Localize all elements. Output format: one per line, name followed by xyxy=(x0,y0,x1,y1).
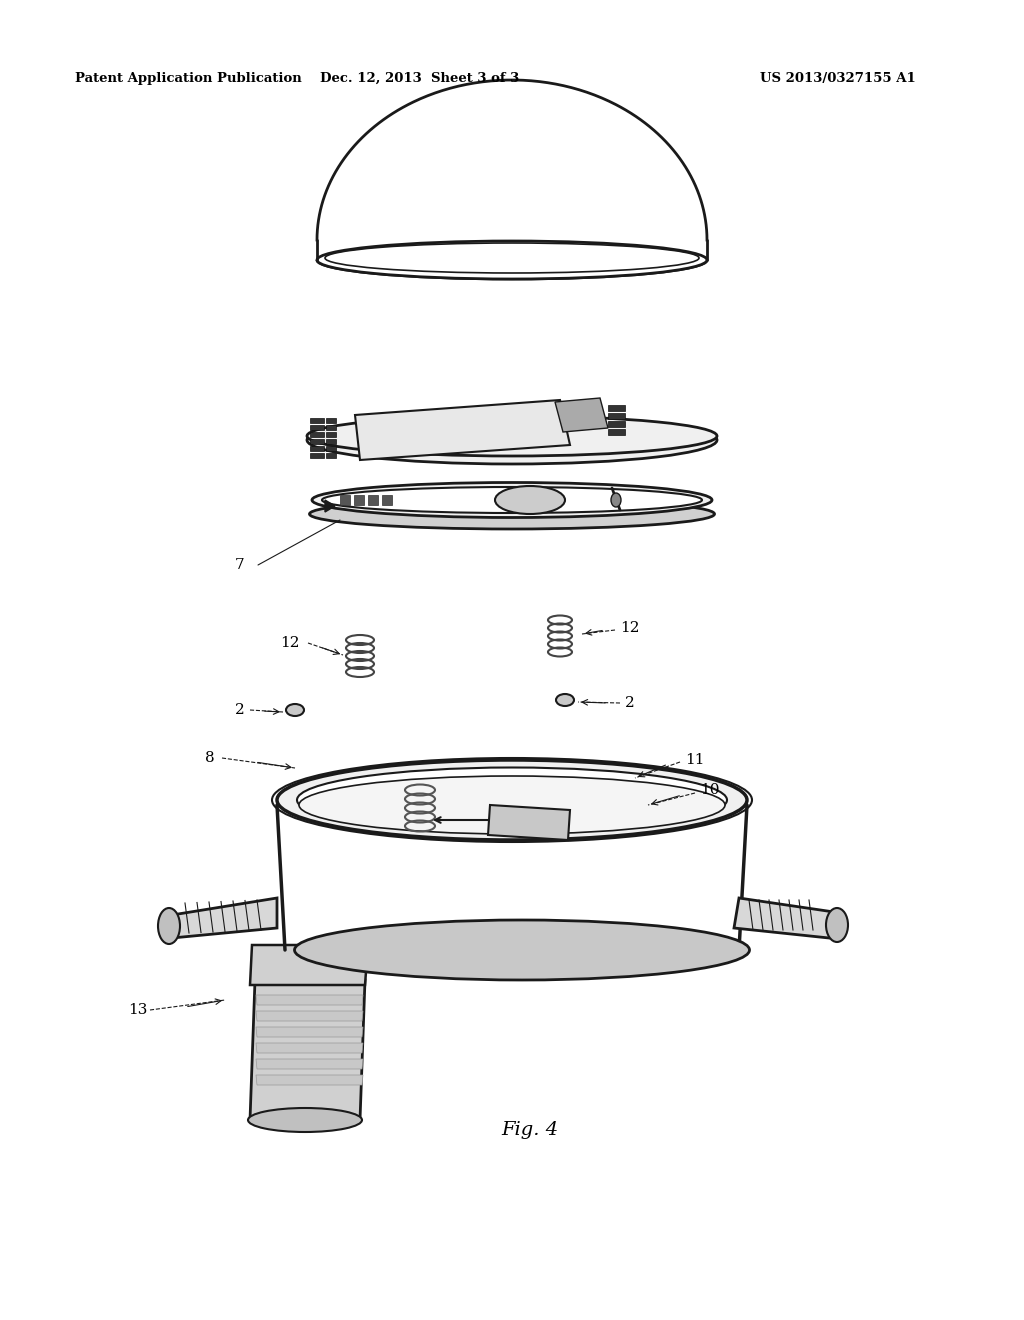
Polygon shape xyxy=(256,1027,362,1038)
Polygon shape xyxy=(608,429,625,436)
Polygon shape xyxy=(256,1059,362,1069)
Polygon shape xyxy=(312,70,712,260)
Polygon shape xyxy=(250,979,365,1119)
Ellipse shape xyxy=(307,416,717,455)
Text: 2: 2 xyxy=(236,704,245,717)
Polygon shape xyxy=(310,432,324,437)
Ellipse shape xyxy=(278,760,746,840)
Text: Patent Application Publication: Patent Application Publication xyxy=(75,73,302,84)
Polygon shape xyxy=(250,945,368,985)
Polygon shape xyxy=(310,418,324,422)
Text: 10: 10 xyxy=(700,783,720,797)
Polygon shape xyxy=(326,418,336,422)
Ellipse shape xyxy=(317,242,707,279)
Text: Fig. 4: Fig. 4 xyxy=(502,1121,558,1139)
Polygon shape xyxy=(488,805,570,840)
Ellipse shape xyxy=(322,487,702,513)
Polygon shape xyxy=(317,81,707,240)
Text: 13: 13 xyxy=(129,1003,148,1016)
Text: 8: 8 xyxy=(206,751,215,766)
Polygon shape xyxy=(734,898,834,939)
Polygon shape xyxy=(310,440,324,444)
Text: 2: 2 xyxy=(625,696,635,710)
Text: 12: 12 xyxy=(620,620,640,635)
Polygon shape xyxy=(325,500,335,512)
Polygon shape xyxy=(326,446,336,451)
Polygon shape xyxy=(382,495,392,506)
Polygon shape xyxy=(608,421,625,426)
Ellipse shape xyxy=(248,1107,362,1133)
Ellipse shape xyxy=(297,767,727,833)
Polygon shape xyxy=(608,413,625,418)
Polygon shape xyxy=(340,495,350,506)
Ellipse shape xyxy=(295,920,750,979)
Polygon shape xyxy=(555,399,608,432)
Polygon shape xyxy=(326,453,336,458)
Polygon shape xyxy=(256,995,362,1005)
Polygon shape xyxy=(326,440,336,444)
Text: US 2013/0327155 A1: US 2013/0327155 A1 xyxy=(760,73,915,84)
Ellipse shape xyxy=(312,483,712,517)
Polygon shape xyxy=(256,1011,362,1020)
Polygon shape xyxy=(310,446,324,451)
Polygon shape xyxy=(172,898,278,939)
Ellipse shape xyxy=(286,704,304,715)
Polygon shape xyxy=(310,453,324,458)
Polygon shape xyxy=(317,81,707,279)
Polygon shape xyxy=(355,400,570,459)
Ellipse shape xyxy=(826,908,848,942)
Ellipse shape xyxy=(611,492,621,507)
Polygon shape xyxy=(608,405,625,411)
Polygon shape xyxy=(310,425,324,430)
Polygon shape xyxy=(256,1074,362,1085)
Polygon shape xyxy=(368,495,378,506)
Ellipse shape xyxy=(495,486,565,513)
Polygon shape xyxy=(256,1043,362,1053)
Ellipse shape xyxy=(158,908,180,944)
Text: 7: 7 xyxy=(236,558,245,572)
Polygon shape xyxy=(326,432,336,437)
Polygon shape xyxy=(354,495,364,506)
Ellipse shape xyxy=(556,694,574,706)
Ellipse shape xyxy=(299,776,725,834)
Ellipse shape xyxy=(307,416,717,465)
Text: 11: 11 xyxy=(685,752,705,767)
Polygon shape xyxy=(326,425,336,430)
Text: 12: 12 xyxy=(281,636,300,649)
Ellipse shape xyxy=(309,499,715,529)
Text: Dec. 12, 2013  Sheet 3 of 3: Dec. 12, 2013 Sheet 3 of 3 xyxy=(321,73,519,84)
